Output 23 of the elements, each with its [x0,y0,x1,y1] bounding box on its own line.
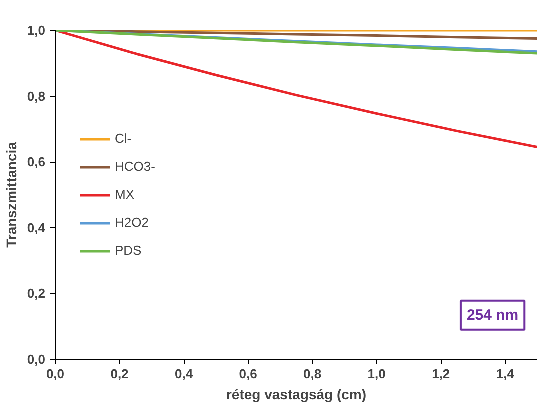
x-tick-label: 0,0 [46,366,65,382]
y-tick-label: 1,0 [27,23,46,38]
legend-label: Cl- [115,131,133,146]
y-tick-label: 0,6 [27,154,46,170]
x-tick-label: 1,0 [368,366,386,382]
y-tick-label: 0,8 [27,88,46,104]
y-tick-label: 0,4 [27,220,46,236]
x-tick-label: 1,4 [496,366,516,382]
legend-label: HCO3- [115,159,156,174]
x-axis-title: réteg vastagság (cm) [226,386,367,402]
x-tick-label: 0,4 [174,366,194,382]
line-series [56,30,538,149]
annotation: 254 nm [466,306,519,324]
x-tick-label: 0,2 [110,366,129,382]
legend-label: MX [115,187,135,202]
x-tick-label: 1,2 [432,366,450,382]
legend-label: PDS [115,243,142,258]
y-tick-label: 0,0 [27,352,46,367]
x-tick-label: 0,8 [304,366,322,382]
legend-label: H2O2 [115,215,149,230]
y-axis-title: Transzmittancia [3,142,20,248]
y-tick-label: 0,2 [27,286,46,302]
x-tick-label: 0,6 [239,366,258,382]
